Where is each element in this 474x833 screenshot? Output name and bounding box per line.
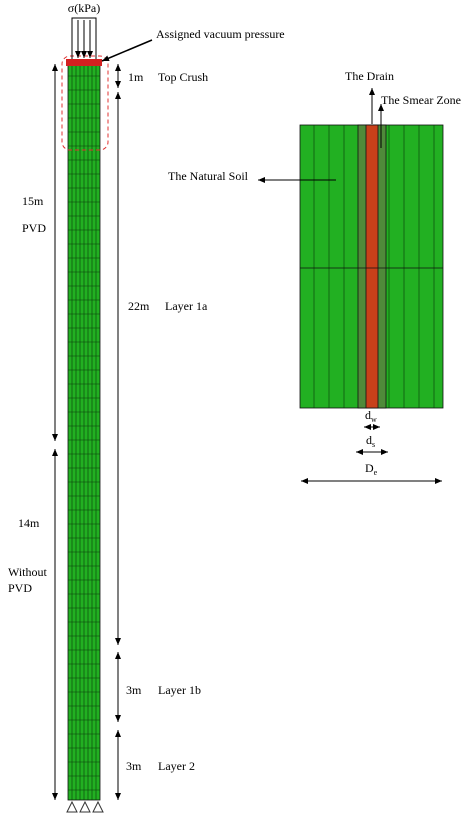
layer-label: Top Crush: [158, 70, 208, 84]
drain-label: The Drain: [345, 69, 394, 83]
dimension-label: 3m: [126, 759, 142, 773]
load-arrows: [71, 17, 97, 59]
vacuum-label: Assigned vacuum pressure: [156, 27, 285, 41]
ds-label: ds: [366, 433, 375, 449]
subscript: e: [374, 468, 378, 477]
zone-label: PVD: [8, 581, 32, 595]
subscript: w: [371, 415, 377, 424]
symbol: D: [365, 461, 374, 475]
dimension-lines: [52, 64, 121, 800]
soil-column: [67, 61, 101, 801]
dimension-label: 22m: [128, 299, 150, 313]
dw-label: dw: [365, 408, 377, 424]
vacuum-bar: [66, 59, 102, 66]
cell-dimensions: [301, 424, 442, 484]
dimension-label: 15m: [22, 194, 44, 208]
vacuum-arrow: [101, 39, 153, 62]
symbol: d: [365, 408, 371, 422]
dimension-label: 1m: [128, 70, 144, 84]
support-triangles: [66, 800, 104, 813]
symbol: d: [366, 433, 372, 447]
smear-label: The Smear Zone: [381, 93, 461, 107]
drain: [365, 124, 379, 409]
zone-label: PVD: [22, 221, 46, 235]
layer-label: Layer 2: [158, 759, 195, 773]
soil-label: The Natural Soil: [168, 169, 249, 183]
layer-label: Layer 1a: [165, 299, 208, 313]
layer-label: Layer 1b: [158, 683, 201, 697]
subscript: s: [372, 440, 375, 449]
load-label: σ(kPa): [68, 1, 100, 15]
dimension-label: 3m: [126, 683, 142, 697]
dimension-label: 14m: [18, 516, 40, 530]
de-label: De: [365, 461, 378, 477]
zone-label: Without: [8, 565, 48, 579]
